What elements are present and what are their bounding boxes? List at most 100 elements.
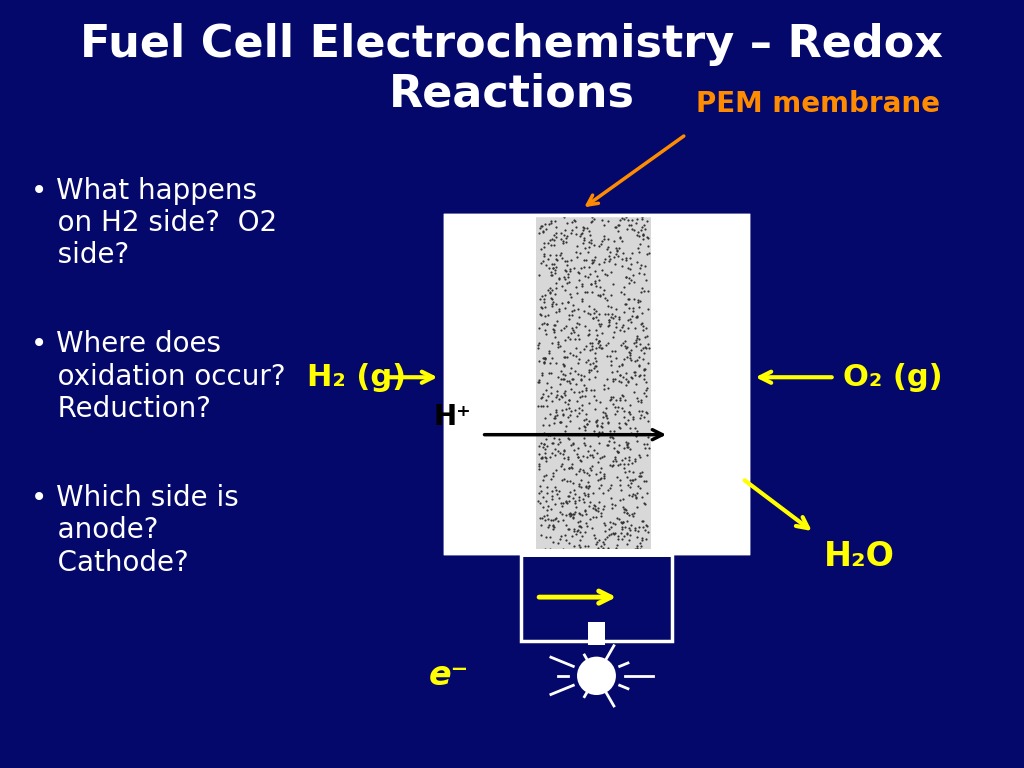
Point bbox=[565, 484, 582, 496]
Point bbox=[617, 417, 634, 429]
Point bbox=[583, 268, 599, 280]
Point bbox=[631, 370, 647, 382]
Point bbox=[548, 249, 564, 261]
Point bbox=[590, 534, 606, 546]
Point bbox=[632, 338, 648, 350]
Point bbox=[638, 376, 654, 389]
Point bbox=[563, 439, 580, 451]
Point bbox=[544, 447, 560, 459]
Point bbox=[582, 308, 598, 320]
Point bbox=[548, 277, 564, 290]
Point bbox=[625, 465, 641, 478]
Point bbox=[607, 303, 624, 315]
Point bbox=[534, 318, 550, 330]
Point bbox=[603, 498, 620, 511]
Point bbox=[584, 449, 600, 462]
Point bbox=[571, 247, 588, 259]
Point bbox=[552, 506, 568, 518]
Point bbox=[623, 343, 639, 356]
Point bbox=[579, 384, 595, 396]
Point bbox=[596, 292, 612, 304]
Point bbox=[555, 358, 571, 370]
Point bbox=[635, 521, 651, 533]
Point bbox=[607, 372, 624, 385]
Point bbox=[603, 391, 620, 403]
Point bbox=[553, 390, 569, 402]
Point bbox=[577, 439, 593, 452]
Point bbox=[546, 229, 562, 241]
Point bbox=[629, 310, 645, 322]
Point bbox=[634, 282, 650, 294]
Point bbox=[536, 356, 552, 369]
Point bbox=[596, 284, 612, 296]
Point bbox=[581, 328, 597, 340]
Point bbox=[629, 501, 645, 513]
Point bbox=[575, 496, 592, 508]
Point bbox=[627, 543, 643, 555]
Point bbox=[638, 533, 654, 545]
Point bbox=[535, 369, 551, 381]
Point bbox=[611, 311, 628, 323]
Point bbox=[601, 246, 617, 258]
Point bbox=[555, 368, 571, 380]
Point bbox=[590, 337, 606, 349]
Point bbox=[547, 512, 563, 525]
Point bbox=[586, 502, 602, 515]
Point bbox=[549, 409, 565, 421]
Point bbox=[571, 494, 588, 506]
Point bbox=[592, 339, 608, 351]
Point bbox=[551, 273, 567, 285]
Point bbox=[541, 345, 557, 357]
Point bbox=[543, 381, 559, 393]
Point bbox=[575, 260, 592, 273]
Point bbox=[598, 409, 614, 422]
Point bbox=[600, 435, 616, 448]
Point bbox=[633, 470, 649, 482]
Point bbox=[556, 359, 572, 372]
Point bbox=[530, 355, 547, 367]
Point bbox=[596, 517, 612, 529]
Point bbox=[560, 495, 577, 507]
Point bbox=[591, 336, 607, 348]
Point bbox=[530, 343, 547, 355]
Point bbox=[627, 524, 643, 536]
Point bbox=[607, 453, 624, 465]
Point bbox=[588, 352, 604, 364]
Point bbox=[547, 412, 563, 425]
Point bbox=[628, 492, 644, 504]
Point bbox=[530, 400, 547, 412]
Point bbox=[538, 352, 554, 364]
Point bbox=[640, 303, 656, 315]
Point bbox=[535, 367, 551, 379]
Point bbox=[603, 301, 620, 313]
Point bbox=[538, 469, 554, 482]
Point bbox=[624, 247, 640, 259]
Point bbox=[553, 365, 569, 377]
Point bbox=[618, 342, 635, 354]
Point bbox=[638, 390, 654, 402]
Point bbox=[560, 411, 577, 423]
Point bbox=[595, 536, 611, 548]
Point bbox=[536, 352, 552, 364]
Point bbox=[580, 286, 596, 299]
Point bbox=[626, 386, 642, 398]
Point bbox=[578, 408, 594, 420]
Point bbox=[569, 286, 586, 299]
Point bbox=[615, 516, 632, 528]
Point bbox=[564, 512, 581, 525]
Point bbox=[578, 481, 594, 493]
Point bbox=[573, 295, 590, 307]
Point bbox=[626, 337, 642, 349]
Point bbox=[637, 524, 653, 536]
Point bbox=[609, 459, 626, 472]
Point bbox=[596, 233, 612, 245]
Point bbox=[612, 484, 629, 496]
Point bbox=[626, 276, 642, 288]
Point bbox=[562, 227, 579, 239]
Point bbox=[572, 230, 589, 243]
Point bbox=[579, 520, 595, 532]
Point bbox=[557, 385, 573, 397]
Point bbox=[578, 356, 594, 369]
Point bbox=[557, 319, 573, 332]
Point bbox=[575, 343, 592, 355]
